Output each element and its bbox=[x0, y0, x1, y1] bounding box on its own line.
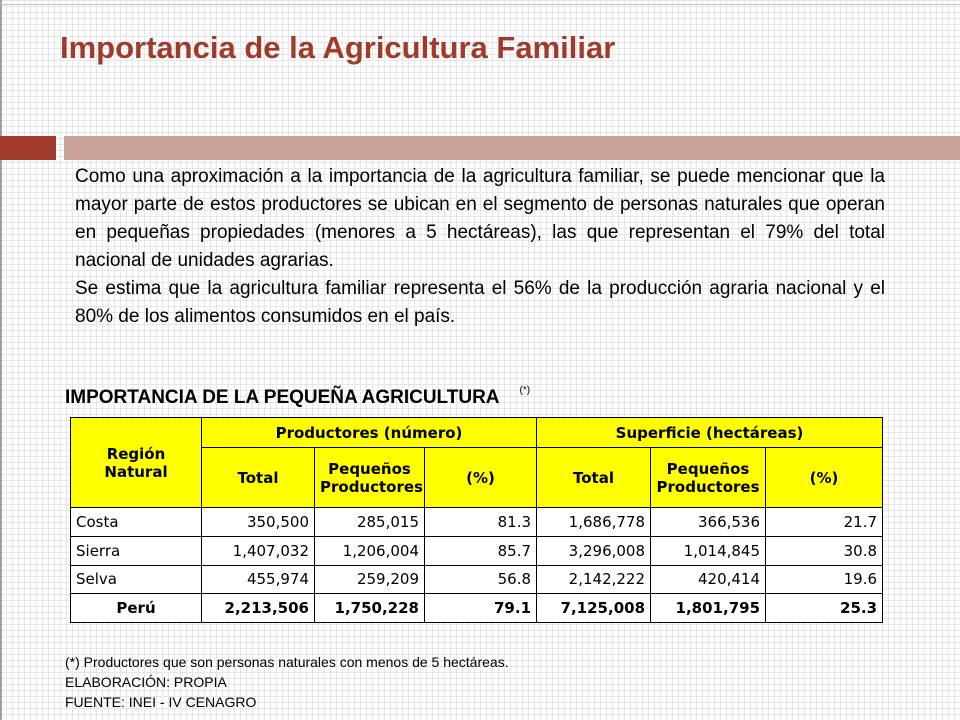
cell-sup-pequenos: 1,801,795 bbox=[650, 593, 767, 623]
cell-prod-pct: 56.8 bbox=[423, 564, 538, 595]
cell-sup-pequenos: 420,414 bbox=[650, 564, 767, 595]
cell-sup-total: 1,686,778 bbox=[536, 507, 652, 537]
row-region: Perú bbox=[70, 593, 202, 623]
row-region: Costa bbox=[70, 507, 202, 537]
table-row: Sierra 1,407,032 1,206,004 85.7 3,296,00… bbox=[70, 535, 884, 566]
footnote-elaboracion: ELABORACIÓN: PROPIA bbox=[65, 674, 227, 690]
cell-sup-pct: 19.6 bbox=[765, 564, 884, 595]
cell-sup-pequenos: 1,014,845 bbox=[650, 535, 767, 566]
paragraph-2: Se estima que la agricultura familiar re… bbox=[75, 278, 885, 327]
header-prod-pequenos: Pequeños Productores bbox=[314, 447, 425, 508]
cell-prod-pct: 85.7 bbox=[423, 535, 538, 566]
title-rule-bar bbox=[64, 136, 960, 160]
header-sup-pct: (%) bbox=[765, 447, 884, 508]
header-sup-pequenos: Pequeños Productores bbox=[650, 447, 767, 508]
title-rule-accent bbox=[0, 136, 56, 160]
cell-sup-pequenos: 366,536 bbox=[650, 507, 767, 537]
agriculture-table: Región Natural Productores (número) Supe… bbox=[70, 417, 884, 623]
frame-top-line bbox=[0, 4, 960, 5]
table-row-total: Perú 2,213,506 1,750,228 79.1 7,125,008 … bbox=[70, 593, 884, 623]
slide-title: Importancia de la Agricultura Familiar bbox=[60, 30, 616, 65]
table-title-text: IMPORTANCIA DE LA PEQUEÑA AGRICULTURA bbox=[65, 387, 500, 408]
cell-prod-pequenos: 1,750,228 bbox=[314, 593, 425, 623]
cell-sup-total: 7,125,008 bbox=[536, 593, 652, 623]
cell-sup-pct: 21.7 bbox=[765, 507, 884, 537]
footnotes: (*) Productores que son personas natural… bbox=[65, 652, 509, 712]
row-region: Sierra bbox=[70, 535, 202, 566]
cell-prod-total: 1,407,032 bbox=[201, 535, 315, 566]
table-row: Selva 455,974 259,209 56.8 2,142,222 420… bbox=[70, 564, 884, 595]
cell-prod-total: 350,500 bbox=[201, 507, 315, 537]
header-sup-total: Total bbox=[536, 447, 652, 508]
cell-prod-pct: 81.3 bbox=[423, 507, 538, 537]
table-title: IMPORTANCIA DE LA PEQUEÑA AGRICULTURA (*) bbox=[65, 385, 530, 409]
footnote-fuente: FUENTE: INEI - IV CENAGRO bbox=[65, 694, 257, 710]
header-group-superficie: Superficie (hectáreas) bbox=[536, 417, 884, 448]
cell-sup-pct: 25.3 bbox=[765, 593, 884, 623]
cell-prod-total: 2,213,506 bbox=[201, 593, 315, 623]
cell-prod-pct: 79.1 bbox=[423, 593, 538, 623]
table-title-note: (*) bbox=[519, 385, 531, 396]
paragraph-1: Como una aproximación a la importancia d… bbox=[75, 166, 885, 271]
frame-left-line bbox=[0, 0, 2, 720]
header-group-productores: Productores (número) bbox=[200, 417, 538, 448]
footnote-note: (*) Productores que son personas natural… bbox=[65, 654, 509, 670]
cell-prod-pequenos: 259,209 bbox=[314, 564, 425, 595]
cell-prod-total: 455,974 bbox=[201, 564, 315, 595]
cell-sup-pct: 30.8 bbox=[765, 535, 884, 566]
header-prod-total: Total bbox=[201, 447, 315, 508]
body-text: Como una aproximación a la importancia d… bbox=[75, 163, 885, 331]
cell-prod-pequenos: 1,206,004 bbox=[314, 535, 425, 566]
cell-sup-total: 3,296,008 bbox=[536, 535, 652, 566]
header-region: Región Natural bbox=[70, 417, 202, 508]
table-row: Costa 350,500 285,015 81.3 1,686,778 366… bbox=[70, 507, 884, 537]
row-region: Selva bbox=[70, 564, 202, 595]
cell-sup-total: 2,142,222 bbox=[536, 564, 652, 595]
cell-prod-pequenos: 285,015 bbox=[314, 507, 425, 537]
header-prod-pct: (%) bbox=[423, 447, 538, 508]
